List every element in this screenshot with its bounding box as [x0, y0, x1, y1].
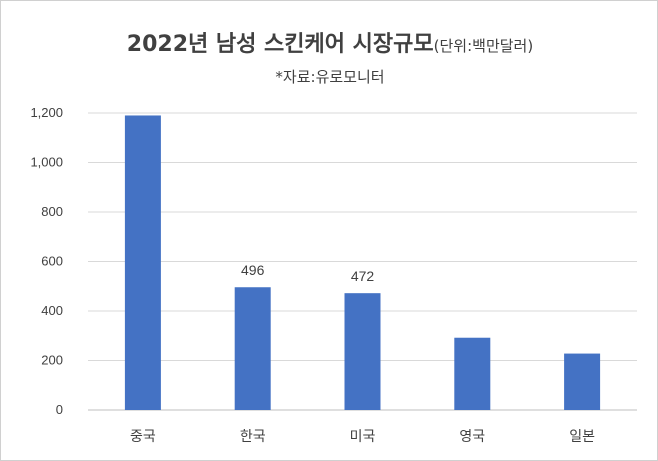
y-tick-label: 1,000 [30, 155, 63, 170]
y-axis-ticks: 0 200 400 600 800 1,000 1,200 [30, 105, 63, 417]
x-category-label: 영국 [459, 429, 485, 445]
x-category-label: 미국 [350, 429, 376, 445]
y-tick-label: 400 [41, 303, 63, 318]
bar [454, 337, 491, 410]
x-axis-categories: 중국 한국 미국 영국 일본 [130, 429, 595, 445]
chart-title: 2022년 남성 스킨케어 시장규모(단위:백만달러) [127, 32, 533, 57]
x-category-label: 한국 [240, 429, 266, 445]
x-category-label: 일본 [569, 429, 595, 445]
y-tick-label: 800 [41, 204, 63, 219]
data-label: 472 [351, 268, 375, 284]
y-tick-label: 1,200 [30, 105, 63, 120]
bar [564, 353, 601, 410]
chart-subtitle: *자료:유로모니터 [275, 68, 384, 86]
y-tick-label: 200 [41, 353, 63, 368]
bar [344, 293, 381, 410]
data-label: 496 [241, 262, 265, 278]
y-tick-label: 0 [56, 402, 63, 417]
x-category-label: 중국 [130, 429, 156, 445]
data-labels: 496 472 [241, 262, 374, 284]
bar [124, 115, 161, 410]
y-tick-label: 600 [41, 254, 63, 269]
bars [124, 115, 601, 410]
chart-title-main: 2022년 남성 스킨케어 시장규모 [127, 32, 434, 57]
chart-title-unit: (단위:백만달러) [434, 37, 534, 55]
bar [234, 287, 271, 410]
